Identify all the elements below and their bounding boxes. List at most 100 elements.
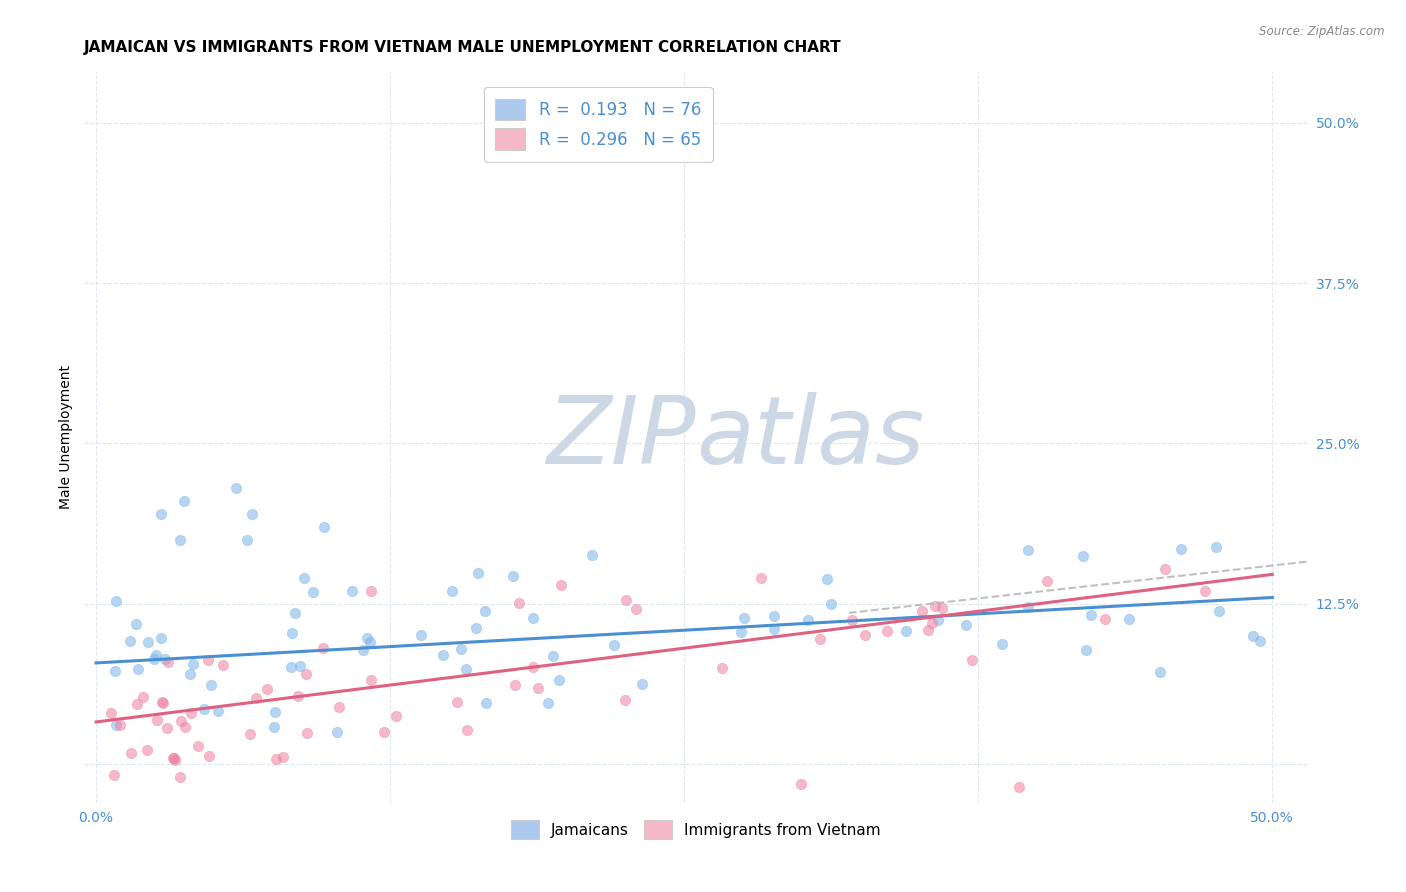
- Point: [236, 533, 259, 547]
- Point: [150, 695, 173, 709]
- Point: [326, 724, 349, 739]
- Point: [1008, 780, 1031, 795]
- Point: [211, 657, 233, 672]
- Point: [1080, 608, 1102, 623]
- Point: [815, 573, 838, 587]
- Point: [796, 613, 818, 627]
- Point: [581, 548, 603, 562]
- Point: [136, 635, 159, 649]
- Point: [917, 623, 939, 637]
- Point: [762, 622, 785, 636]
- Text: JAMAICAN VS IMMIGRANTS FROM VIETNAM MALE UNEMPLOYMENT CORRELATION CHART: JAMAICAN VS IMMIGRANTS FROM VIETNAM MALE…: [84, 40, 842, 55]
- Point: [169, 770, 191, 784]
- Point: [894, 624, 917, 639]
- Point: [120, 634, 142, 648]
- Point: [287, 689, 309, 703]
- Point: [146, 713, 169, 727]
- Point: [356, 631, 378, 645]
- Point: [162, 751, 184, 765]
- Point: [312, 520, 335, 534]
- Point: [1149, 665, 1171, 680]
- Point: [120, 746, 142, 760]
- Point: [441, 583, 464, 598]
- Point: [359, 635, 381, 649]
- Point: [1170, 541, 1192, 556]
- Point: [1017, 600, 1039, 615]
- Text: Source: ZipAtlas.com: Source: ZipAtlas.com: [1260, 25, 1385, 38]
- Point: [1074, 643, 1097, 657]
- Point: [263, 720, 285, 734]
- Point: [328, 700, 350, 714]
- Point: [153, 652, 176, 666]
- Point: [1205, 540, 1227, 554]
- Point: [127, 697, 149, 711]
- Text: ZIP: ZIP: [547, 392, 696, 483]
- Point: [181, 657, 204, 671]
- Point: [474, 604, 496, 618]
- Point: [613, 692, 636, 706]
- Point: [526, 681, 548, 695]
- Point: [808, 632, 831, 646]
- Point: [548, 673, 571, 688]
- Point: [193, 702, 215, 716]
- Point: [256, 682, 278, 697]
- Point: [631, 677, 654, 691]
- Point: [179, 667, 201, 681]
- Point: [927, 613, 949, 627]
- Point: [550, 577, 572, 591]
- Point: [163, 754, 186, 768]
- Point: [295, 666, 318, 681]
- Point: [127, 662, 149, 676]
- Point: [505, 678, 527, 692]
- Point: [125, 617, 148, 632]
- Point: [1194, 583, 1216, 598]
- Point: [187, 739, 209, 753]
- Point: [762, 609, 785, 624]
- Point: [156, 721, 179, 735]
- Text: atlas: atlas: [696, 392, 924, 483]
- Point: [340, 584, 363, 599]
- Point: [749, 571, 772, 585]
- Point: [198, 748, 221, 763]
- Point: [464, 621, 486, 635]
- Point: [467, 566, 489, 580]
- Point: [373, 725, 395, 739]
- Point: [522, 660, 544, 674]
- Point: [271, 749, 294, 764]
- Point: [508, 596, 530, 610]
- Point: [1118, 612, 1140, 626]
- Point: [360, 584, 382, 599]
- Point: [156, 655, 179, 669]
- Point: [207, 704, 229, 718]
- Point: [626, 601, 648, 615]
- Point: [197, 653, 219, 667]
- Point: [541, 649, 564, 664]
- Point: [264, 752, 287, 766]
- Point: [841, 613, 863, 627]
- Point: [876, 624, 898, 639]
- Point: [955, 617, 977, 632]
- Point: [1208, 604, 1230, 618]
- Point: [730, 624, 752, 639]
- Point: [295, 726, 318, 740]
- Point: [454, 662, 477, 676]
- Point: [245, 691, 267, 706]
- Point: [100, 706, 122, 720]
- Point: [820, 597, 842, 611]
- Point: [790, 776, 813, 790]
- Point: [991, 638, 1014, 652]
- Point: [152, 696, 174, 710]
- Point: [711, 661, 734, 675]
- Point: [170, 714, 193, 729]
- Point: [924, 599, 946, 613]
- Point: [1071, 549, 1094, 564]
- Point: [200, 678, 222, 692]
- Point: [281, 625, 304, 640]
- Point: [312, 640, 335, 655]
- Point: [450, 642, 472, 657]
- Point: [169, 533, 191, 547]
- Point: [136, 743, 159, 757]
- Point: [409, 628, 432, 642]
- Point: [238, 727, 260, 741]
- Point: [104, 665, 127, 679]
